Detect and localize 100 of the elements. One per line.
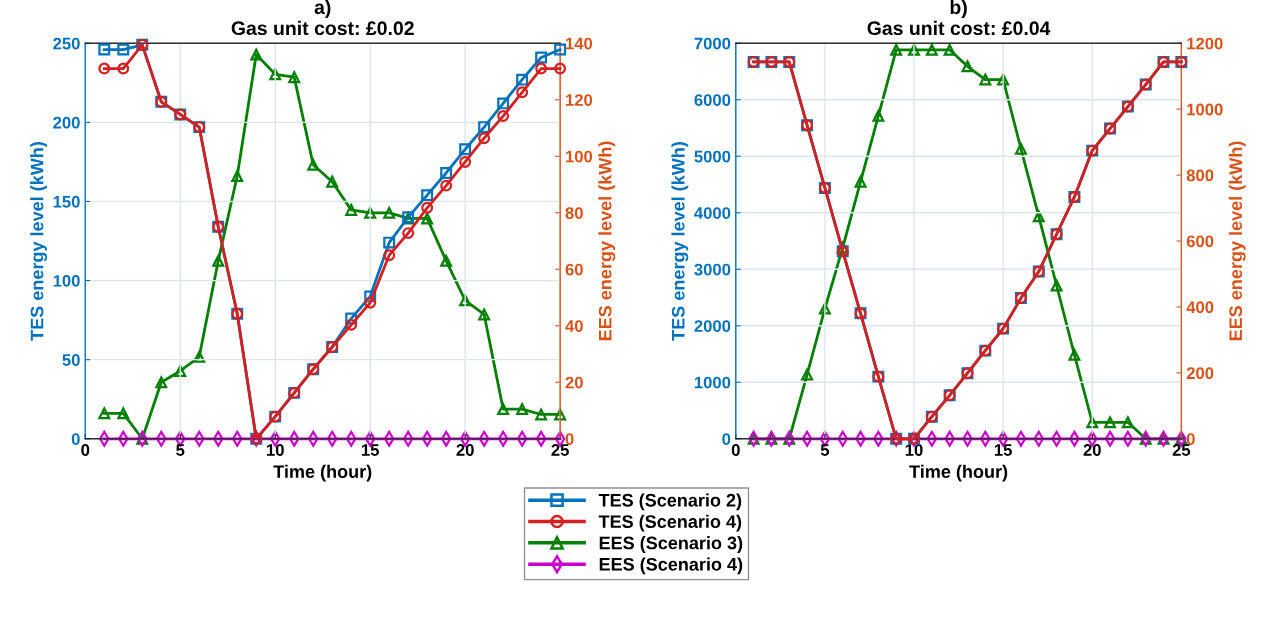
point (269, 68, 282, 81)
legend-label: TES (Scenario 4) (598, 514, 742, 532)
point (231, 170, 244, 183)
x-axis-title: Time (hour) (909, 464, 1008, 482)
point (174, 365, 187, 377)
point (1121, 416, 1134, 429)
point (193, 350, 206, 363)
point (440, 430, 452, 447)
point (326, 430, 338, 447)
point (440, 167, 453, 179)
y2-tick-label: 20 (565, 376, 583, 389)
y2-axis-title: EES energy level (kWh) (598, 141, 616, 341)
y-tick-label: 6000 (694, 94, 731, 106)
point (440, 254, 453, 267)
y-tick-label: 4000 (694, 207, 731, 219)
point (307, 430, 319, 447)
legend-label: EES (Scenario 3) (599, 536, 743, 553)
point (554, 408, 567, 421)
point (459, 155, 472, 168)
y-tick-label: 200 (53, 116, 80, 129)
point (250, 48, 263, 61)
point (459, 143, 472, 156)
point (801, 430, 813, 447)
y-tick-label: 3000 (694, 263, 731, 276)
point (890, 43, 903, 56)
point (345, 318, 358, 331)
point (288, 430, 300, 447)
point (307, 158, 320, 171)
point (1104, 430, 1116, 447)
point (117, 62, 130, 75)
x-axis-title: Time (hour) (273, 464, 372, 482)
x-tick-label: 15 (994, 444, 1012, 456)
point (459, 294, 472, 307)
point (98, 43, 111, 56)
point (421, 201, 434, 214)
y2-tick-label: 800 (1186, 169, 1214, 182)
y2-tick-label: 400 (1186, 301, 1214, 314)
point (497, 110, 510, 123)
point (1050, 279, 1063, 292)
point (1032, 210, 1045, 223)
point (554, 62, 567, 75)
point (818, 302, 831, 315)
point (872, 109, 885, 122)
point (383, 249, 396, 262)
point (1068, 348, 1081, 361)
point (402, 227, 415, 240)
y-axis-title: TES energy level (kWh) (30, 142, 48, 341)
point (926, 430, 938, 447)
point (345, 203, 358, 216)
point (383, 430, 395, 447)
point (961, 60, 974, 73)
y2-tick-label: 80 (565, 207, 583, 219)
y2-axis-title: EES energy level (kWh) (1228, 141, 1246, 341)
point (1015, 430, 1027, 447)
point (478, 430, 490, 447)
point (535, 430, 547, 447)
y2-tick-label: 0 (565, 433, 574, 445)
y-tick-label: 0 (722, 433, 731, 445)
x-tick-label: 10 (267, 444, 284, 456)
y-tick-label: 2000 (694, 320, 731, 332)
y-tick-label: 150 (53, 195, 80, 208)
point (535, 51, 548, 64)
point (516, 73, 529, 86)
x-tick-label: 5 (176, 444, 185, 456)
point (440, 179, 453, 192)
point (497, 430, 509, 447)
point (554, 43, 567, 56)
point (345, 312, 358, 325)
y2-tick-label: 600 (1186, 235, 1214, 248)
point (402, 430, 414, 447)
point (1122, 430, 1134, 447)
x-tick-label: 0 (731, 444, 740, 456)
x-tick-label: 0 (81, 444, 90, 456)
point (997, 73, 1010, 86)
point (516, 86, 529, 99)
point (345, 430, 357, 447)
y-tick-label: 0 (71, 433, 80, 445)
y2-tick-label: 0 (1186, 433, 1195, 445)
point (421, 430, 433, 447)
x-tick-label: 25 (1172, 444, 1191, 456)
y-tick-label: 7000 (694, 37, 731, 50)
y2-tick-label: 140 (566, 37, 593, 50)
x-tick-label: 15 (361, 444, 379, 456)
chart-title: b) Gas unit cost: £0.04 (867, 0, 1051, 36)
point (383, 206, 396, 219)
point (98, 62, 111, 75)
point (421, 189, 434, 202)
x-tick-label: 20 (1083, 444, 1101, 456)
point (383, 236, 396, 249)
point (516, 430, 528, 447)
point (326, 175, 339, 188)
chart-title: a) Gas unit cost: £0.02 (231, 0, 414, 36)
point (497, 97, 510, 110)
point (421, 212, 434, 225)
x-tick-label: 10 (905, 444, 923, 456)
point (478, 308, 491, 321)
y2-tick-label: 1200 (1187, 37, 1223, 50)
point (117, 407, 130, 420)
point (1014, 142, 1027, 155)
point (925, 43, 938, 56)
